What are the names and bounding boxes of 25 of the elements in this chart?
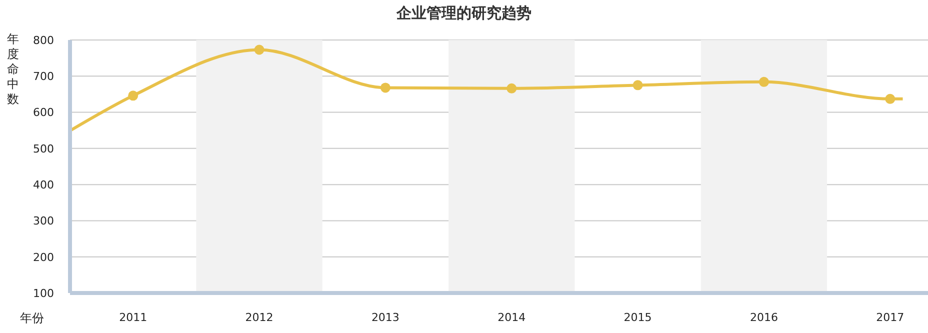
x-tick-label: 2016	[750, 310, 778, 324]
point	[758, 76, 769, 87]
point	[128, 90, 138, 101]
y-axis-title: 年度命中数	[6, 32, 20, 107]
point	[380, 82, 390, 93]
y-tick-label: 400	[33, 178, 54, 192]
y-tick-label: 600	[33, 106, 54, 120]
point	[885, 94, 896, 104]
y-tick-label: 800	[33, 34, 54, 47]
point	[506, 83, 517, 94]
y-tick-label: 100	[33, 286, 54, 300]
x-tick-label: 2017	[876, 310, 904, 324]
y-tick-label: 500	[33, 142, 54, 156]
x-tick-label: 2011	[119, 310, 148, 324]
x-axis-title: 年份	[20, 310, 44, 327]
chart-title: 企业管理的研究趋势	[396, 4, 532, 23]
x-tick-label: 2014	[498, 310, 526, 324]
x-tick-label: 2012	[245, 310, 274, 324]
point	[254, 44, 264, 55]
y-tick-label: 200	[33, 250, 54, 264]
y-tick-label: 300	[33, 214, 54, 228]
x-tick-label: 2015	[624, 310, 652, 324]
y-tick-label: 700	[33, 70, 54, 84]
point	[632, 80, 643, 90]
x-tick-label: 2013	[371, 310, 400, 324]
